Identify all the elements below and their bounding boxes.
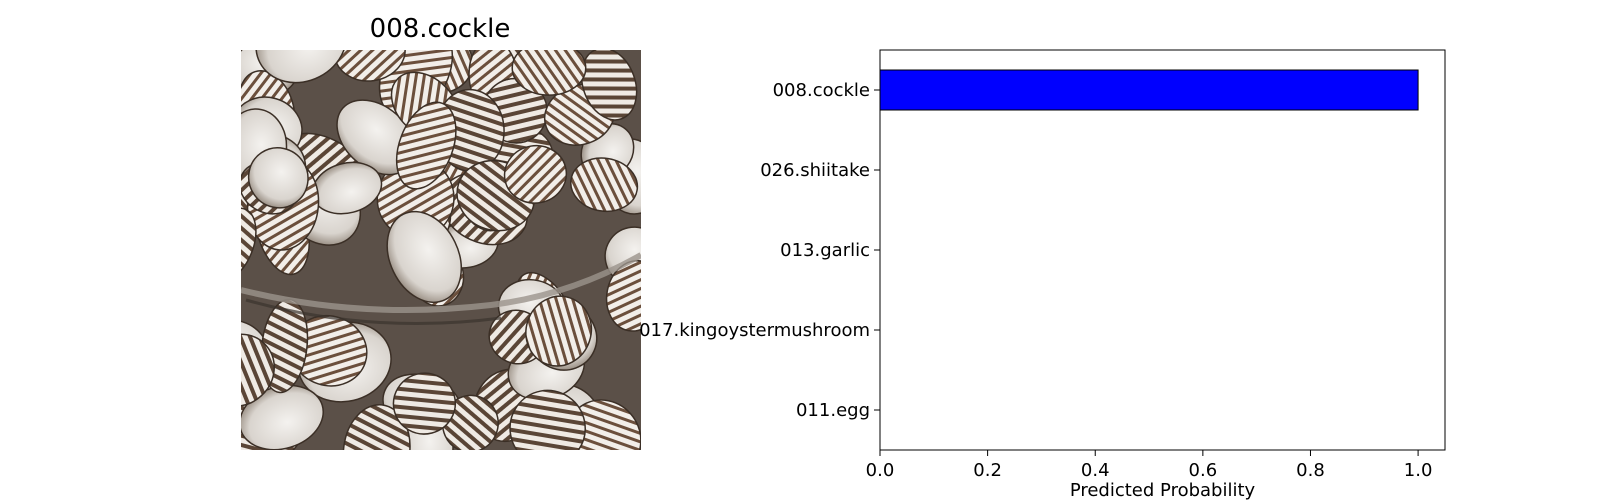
y-tick-label: 008.cockle — [773, 80, 870, 101]
x-tick-label: 0.2 — [973, 460, 1002, 481]
y-tick-label: 013.garlic — [780, 240, 870, 261]
y-tick-label: 017.kingoystermushroom — [639, 320, 870, 341]
y-tick-label: 011.egg — [796, 400, 870, 421]
cockle-shell — [511, 50, 587, 96]
x-tick-label: 0.8 — [1296, 460, 1325, 481]
cockle-shell — [565, 399, 641, 450]
cockle-shell — [241, 333, 275, 407]
cockle-shell — [392, 372, 457, 435]
y-tick-label: 026.shiitake — [760, 160, 870, 181]
x-tick-label: 0.6 — [1189, 460, 1218, 481]
cockle-shell — [386, 210, 462, 304]
bar-008.cockle — [879, 69, 1419, 111]
cockle-shell — [503, 144, 568, 204]
x-tick-label: 0.4 — [1081, 460, 1110, 481]
cockle-shell — [580, 50, 638, 121]
x-tick-label: 0.0 — [866, 460, 895, 481]
cockle-shell — [509, 389, 586, 450]
cockle-shell — [570, 157, 639, 213]
cockle-shell — [395, 101, 457, 190]
cockle-shell — [241, 207, 257, 282]
x-axis-label: Predicted Probability — [1070, 480, 1256, 500]
x-tick-label: 1.0 — [1404, 460, 1433, 481]
cockle-shell — [255, 50, 348, 84]
image-title: 008.cockle — [369, 14, 511, 44]
cockle-shell — [525, 295, 593, 367]
cockle-shell — [342, 404, 411, 450]
cockle-photo — [241, 50, 641, 450]
cockle-shell — [247, 147, 309, 209]
cockle-shell — [605, 259, 641, 332]
cockle-photo-illustration — [241, 50, 641, 450]
